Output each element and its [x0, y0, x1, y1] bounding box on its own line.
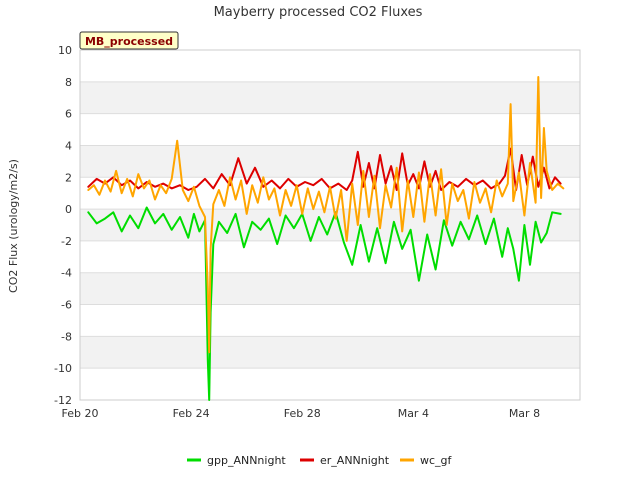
plot-area-frame: [79, 49, 581, 401]
background-band: [80, 145, 580, 178]
background-band: [80, 50, 580, 82]
background-band: [80, 177, 580, 210]
legend: gpp_ANNnight er_ANNnight wc_gf: [187, 454, 453, 467]
legend-label: wc_gf: [420, 454, 453, 467]
y-tick-label: -12: [54, 394, 72, 407]
legend-label: er_ANNnight: [320, 454, 390, 467]
y-tick-label: 2: [65, 171, 72, 184]
legend-label: gpp_ANNnight: [207, 454, 286, 467]
x-tick-label: Feb 28: [284, 407, 321, 420]
y-tick-label: -4: [61, 267, 72, 280]
background-band: [80, 336, 580, 369]
y-axis-label: CO2 Flux (urology/m2/s): [7, 159, 20, 293]
dataset-badge-box: [79, 31, 179, 50]
background-band: [80, 304, 580, 337]
x-tick-label: Mar 8: [509, 407, 540, 420]
series-line-gpp-annnight: [87, 206, 562, 401]
series-layer: [87, 76, 565, 401]
series-line-wc-gf: [87, 76, 565, 354]
y-tick-label: -2: [61, 235, 72, 248]
dataset-badge-label: MB_processed: [85, 35, 173, 48]
background-bands: [80, 50, 580, 400]
background-band: [80, 240, 580, 273]
background-band: [80, 368, 580, 400]
y-tick-label: 6: [65, 108, 72, 121]
y-tick-label: -6: [61, 299, 72, 312]
x-tick-label: Feb 24: [173, 407, 210, 420]
dataset-badge: MB_processed: [79, 31, 179, 50]
x-tick-labels: Feb 20 Feb 24 Feb 28 Mar 4 Mar 8: [62, 407, 541, 420]
y-tick-label: 0: [65, 203, 72, 216]
y-tick-label: -10: [54, 362, 72, 375]
y-tick-label: 10: [58, 44, 72, 57]
chart-title: Mayberry processed CO2 Fluxes: [214, 5, 423, 20]
x-tick-label: Mar 4: [398, 407, 429, 420]
y-tick-label: 8: [65, 76, 72, 89]
background-band: [80, 272, 580, 305]
background-band: [80, 113, 580, 146]
y-tick-label: 4: [65, 139, 72, 152]
y-tick-labels: -12 -10 -8 -6 -4 -2 0 2 4 6 8 10: [54, 44, 72, 407]
x-tick-label: Feb 20: [62, 407, 99, 420]
y-tick-label: -8: [61, 330, 72, 343]
series-line-er-annnight: [87, 147, 562, 191]
background-band: [80, 81, 580, 114]
